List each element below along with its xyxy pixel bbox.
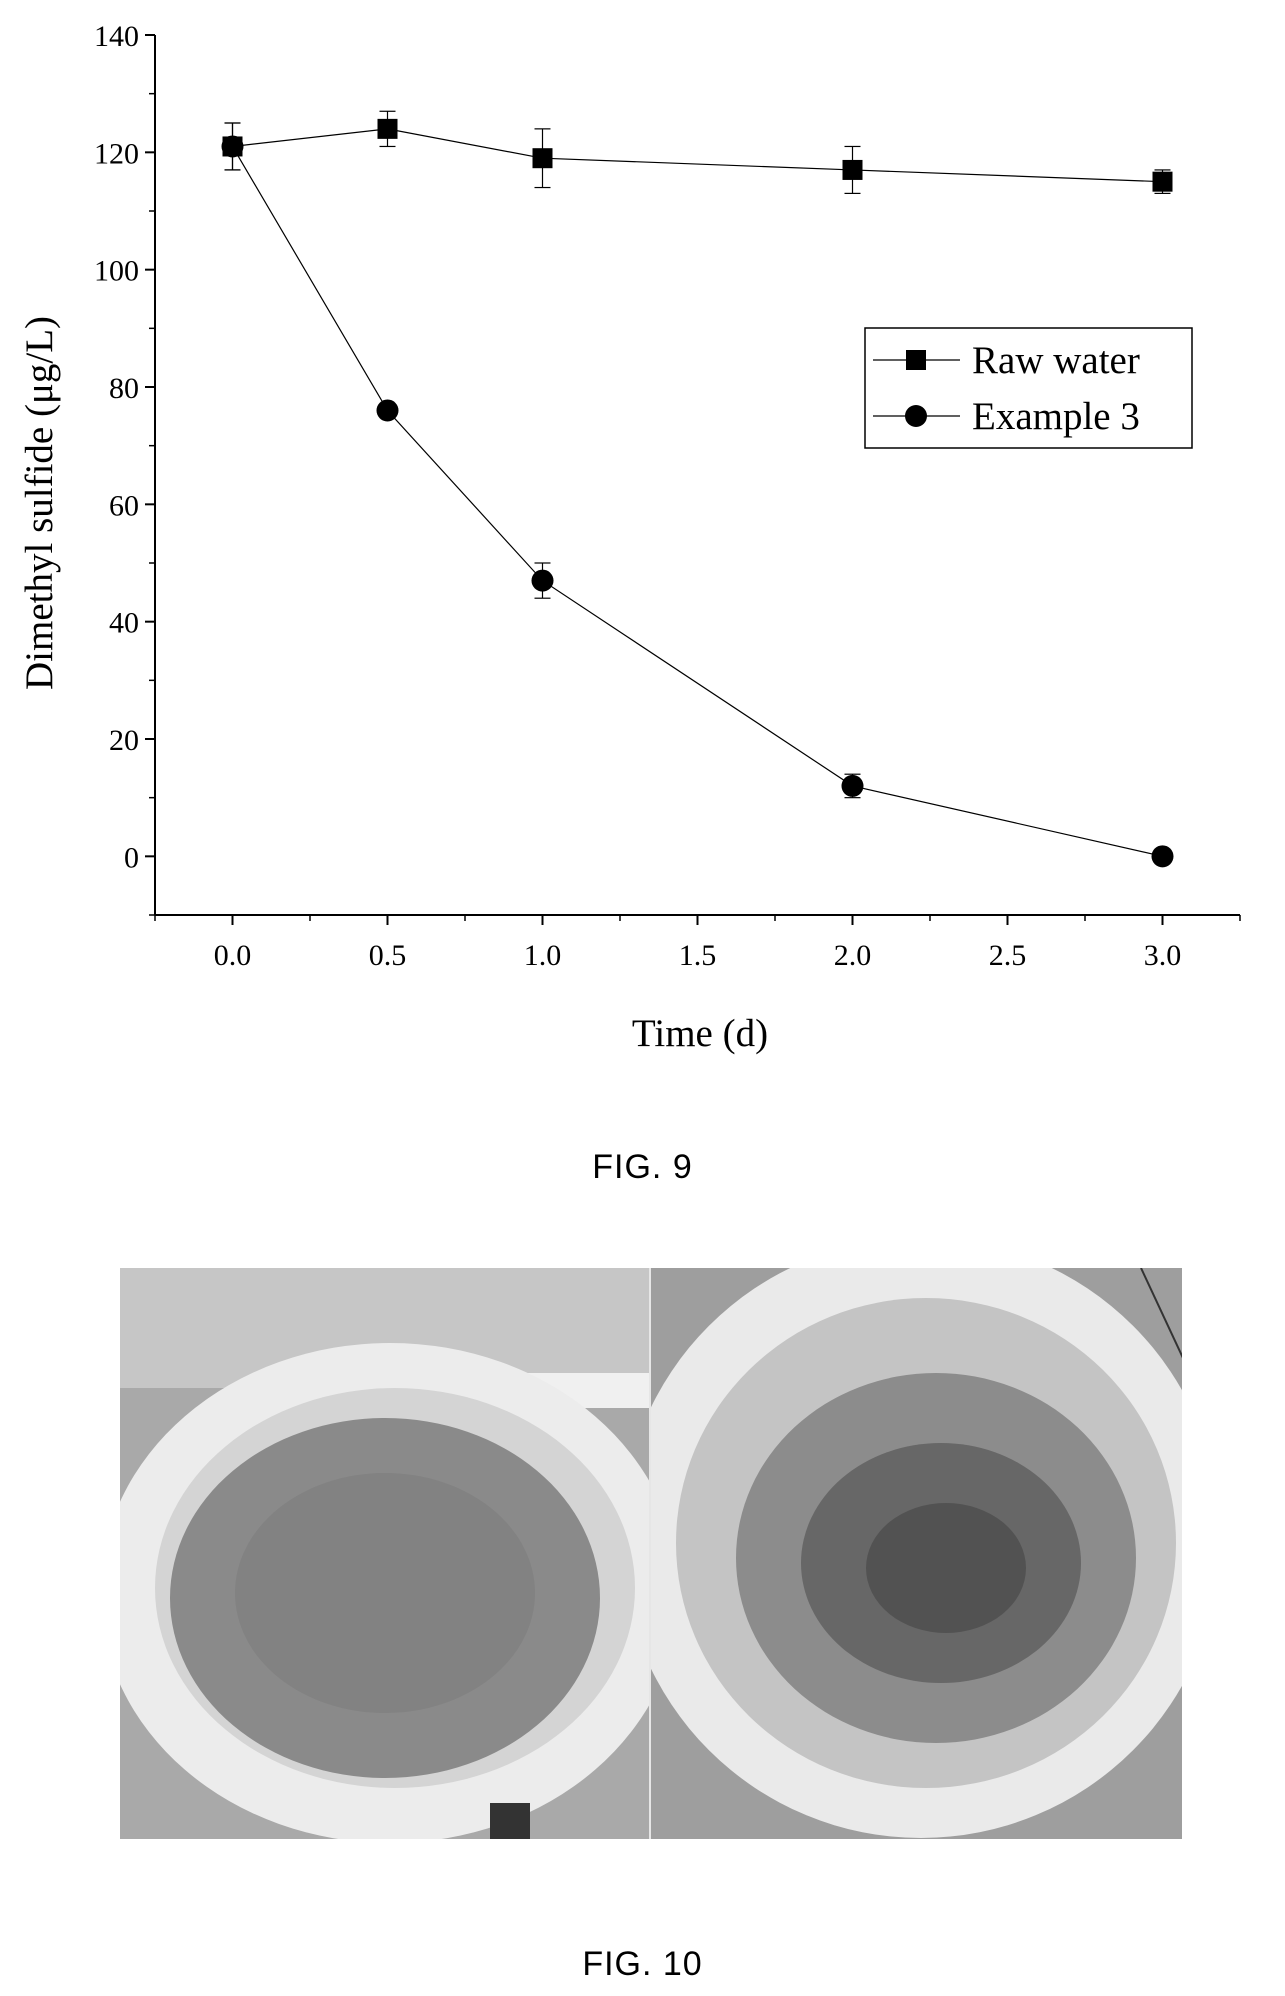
- legend-box: [864, 327, 1193, 449]
- legend-label: Raw water: [972, 339, 1140, 382]
- data-point-square: [377, 118, 398, 139]
- data-point-circle: [841, 774, 864, 797]
- x-tick-label: 1.0: [524, 939, 562, 972]
- data-point-square: [1152, 171, 1173, 192]
- x-tick-label: 2.5: [989, 939, 1027, 972]
- y-tick-label: 100: [94, 255, 139, 288]
- legend-marker-square: [906, 350, 926, 370]
- x-tick-label: 0.5: [369, 939, 407, 972]
- data-point-circle: [221, 135, 244, 158]
- series-raw-water: [222, 110, 1173, 194]
- photo-bowl-raw-water: [120, 1268, 649, 1839]
- data-point-circle: [531, 569, 554, 592]
- data-point-square: [842, 159, 863, 180]
- y-tick-label: 60: [109, 489, 139, 522]
- data-point-circle: [1151, 845, 1174, 868]
- figure-9-caption: FIG. 9: [592, 1148, 693, 1186]
- x-tick-label: 2.0: [834, 939, 872, 972]
- series-line: [231, 146, 1163, 857]
- legend-label: Example 3: [972, 395, 1140, 438]
- x-tick-label: 0.0: [214, 939, 252, 972]
- series-example-3: [221, 122, 1174, 868]
- y-tick-label: 0: [124, 841, 139, 874]
- x-tick-label: 3.0: [1144, 939, 1182, 972]
- figure-10-caption: FIG. 10: [582, 1945, 703, 1983]
- figure-10-photographs: [120, 1268, 1182, 1839]
- photo-bowl-example-3: [649, 1268, 1182, 1839]
- chart-legend: Raw water Example 3: [864, 327, 1193, 449]
- x-tick-label: 1.5: [679, 939, 717, 972]
- legend-marker-circle: [905, 405, 927, 427]
- y-tick-label: 140: [94, 20, 139, 53]
- chart-plot-area: [221, 110, 1174, 868]
- data-point-square: [532, 148, 553, 169]
- data-point-circle: [376, 399, 399, 422]
- y-axis-label: Dimethyl sulfide (μg/L): [18, 316, 61, 690]
- chart-axes: 0 20 40 60 80 100 120 140 0.0 0.5 1.0 1.5 2.0 2.5 3.0: [94, 20, 1241, 972]
- y-tick-label: 120: [94, 137, 139, 170]
- y-tick-label: 40: [109, 607, 139, 640]
- x-axis-label: Time (d): [632, 1012, 768, 1055]
- y-tick-label: 80: [109, 372, 139, 405]
- y-tick-label: 20: [109, 724, 139, 757]
- series-line: [232, 128, 1163, 183]
